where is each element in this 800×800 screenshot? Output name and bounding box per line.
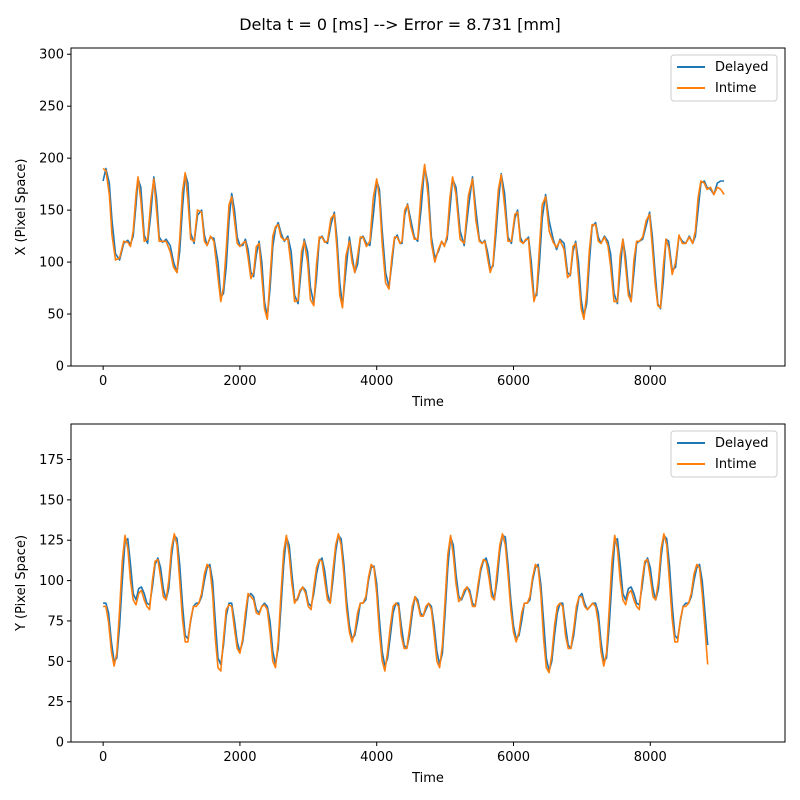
y-ticks: 0 50 100 150 200 250 300 xyxy=(39,48,71,375)
subplot-x: 0 2000 4000 6000 8000 0 50 100 150 200 250 300 Tim… xyxy=(14,47,786,410)
y-ticks: 0 25 50 75 100 125 150 175 xyxy=(39,453,71,751)
x-tick-label: 4000 xyxy=(360,374,393,389)
legend: Delayed Intime xyxy=(670,54,778,102)
legend: Delayed Intime xyxy=(670,430,778,478)
y-tick-label: 0 xyxy=(56,360,64,375)
y-tick-label: 200 xyxy=(39,152,64,167)
x-tick-label: 2000 xyxy=(223,750,256,765)
y-axis-label: X (Pixel Space) xyxy=(14,159,29,256)
y-tick-label: 125 xyxy=(39,534,64,549)
y-tick-label: 175 xyxy=(39,453,64,468)
plot-frame xyxy=(70,423,786,743)
x-tick-label: 6000 xyxy=(497,750,530,765)
y-tick-label: 75 xyxy=(47,614,64,629)
x-ticks: 0 2000 4000 6000 8000 xyxy=(99,366,667,389)
x-tick-label: 6000 xyxy=(497,374,530,389)
y-tick-label: 50 xyxy=(47,655,64,670)
plot-lines xyxy=(103,532,709,674)
y-tick-label: 0 xyxy=(56,736,64,751)
y-tick-label: 150 xyxy=(39,204,64,219)
y-tick-label: 25 xyxy=(47,695,64,710)
legend-label-intime: Intime xyxy=(715,457,756,472)
y-axis-label: Y (Pixel Space) xyxy=(14,535,29,632)
figure-title: Delta t = 0 [ms] --> Error = 8.731 [mm] xyxy=(239,15,561,34)
series-line-intime xyxy=(102,163,725,321)
x-ticks: 0 2000 4000 6000 8000 xyxy=(99,742,667,765)
y-tick-label: 50 xyxy=(47,308,64,323)
legend-label-delayed: Delayed xyxy=(715,436,769,451)
x-tick-label: 8000 xyxy=(634,750,667,765)
x-axis-label: Time xyxy=(411,395,444,410)
y-tick-label: 250 xyxy=(39,100,64,115)
legend-label-intime: Intime xyxy=(715,81,756,96)
x-tick-label: 2000 xyxy=(223,374,256,389)
subplot-y: 0 2000 4000 6000 8000 0 25 50 75 100 125 150 175 Ti… xyxy=(14,423,786,786)
series-line-intime xyxy=(103,532,709,674)
x-tick-label: 0 xyxy=(99,374,107,389)
y-tick-label: 100 xyxy=(39,256,64,271)
y-tick-label: 300 xyxy=(39,48,64,63)
plot-frame xyxy=(70,47,786,367)
y-tick-label: 100 xyxy=(39,574,64,589)
plot-lines xyxy=(102,163,725,321)
x-tick-label: 8000 xyxy=(634,374,667,389)
legend-label-delayed: Delayed xyxy=(715,60,769,75)
y-tick-label: 150 xyxy=(39,493,64,508)
x-tick-label: 0 xyxy=(99,750,107,765)
x-axis-label: Time xyxy=(411,771,444,786)
x-tick-label: 4000 xyxy=(360,750,393,765)
